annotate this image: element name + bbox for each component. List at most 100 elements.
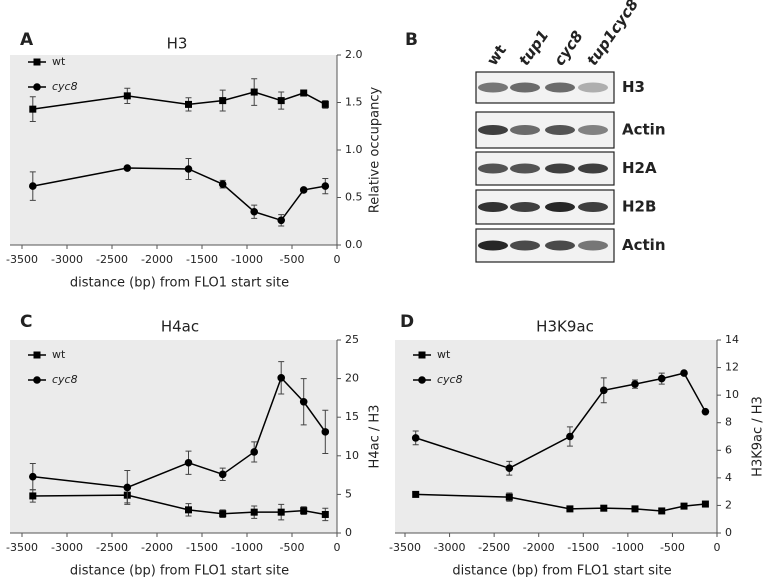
blot-band — [510, 202, 540, 212]
x-tick-label: -3500 — [6, 541, 38, 554]
blot-band — [545, 163, 575, 174]
lane-label: tup1 — [515, 27, 552, 69]
x-tick-label: -2000 — [141, 541, 173, 554]
x-axis-label: distance (bp) from FLO1 start site — [70, 564, 289, 577]
x-tick-label: -3000 — [51, 253, 83, 266]
plot-background — [395, 340, 717, 533]
x-tick-label: -2500 — [478, 541, 510, 554]
lane-label: wt — [483, 41, 510, 69]
x-tick-label: 0 — [334, 253, 341, 266]
x-axis-label: distance (bp) from FLO1 start site — [70, 276, 289, 291]
blot-band — [478, 240, 508, 251]
data-point — [123, 92, 131, 100]
blot-band — [578, 125, 608, 135]
data-point — [250, 88, 258, 96]
x-tick-label: -500 — [280, 253, 305, 266]
x-tick-label: -1500 — [186, 541, 218, 554]
legend-label: cyc8 — [52, 80, 78, 93]
data-point — [250, 508, 258, 516]
series-line — [32, 167, 326, 222]
blot-band — [510, 125, 540, 135]
data-point — [505, 493, 513, 501]
data-point — [300, 89, 308, 97]
y-tick-label: 0.5 — [345, 191, 363, 204]
y-tick-label: 4 — [725, 471, 732, 484]
series-line — [415, 493, 706, 512]
data-point — [701, 407, 710, 416]
data-point — [184, 458, 193, 467]
x-tick-label: -3500 — [389, 541, 421, 554]
data-point — [599, 386, 608, 395]
blot-band — [545, 125, 575, 135]
legend-marker — [418, 351, 426, 359]
x-tick-label: 0 — [714, 541, 721, 554]
panel-label: B — [405, 30, 418, 50]
data-point — [631, 505, 639, 513]
data-point — [411, 434, 420, 442]
x-tick-label: -2500 — [96, 541, 128, 554]
panel-label: D — [400, 312, 414, 332]
data-point — [185, 506, 192, 514]
row-label: H2A — [622, 159, 657, 177]
y-tick-label: 2.0 — [345, 48, 363, 61]
data-point — [218, 470, 227, 479]
data-point — [29, 105, 37, 113]
blot-band — [578, 163, 608, 174]
data-point — [566, 432, 574, 441]
series-line — [32, 376, 326, 489]
data-point — [321, 510, 329, 518]
data-point — [321, 428, 330, 436]
legend-label: wt — [52, 55, 66, 68]
data-point — [566, 505, 574, 513]
data-point — [412, 490, 420, 498]
data-point — [123, 483, 132, 492]
legend-marker — [33, 351, 41, 359]
data-point — [29, 472, 37, 481]
blot-band — [478, 82, 508, 93]
y-tick-label: 2 — [725, 498, 732, 511]
plot-background — [10, 340, 337, 533]
legend-marker — [33, 58, 41, 66]
data-point — [218, 180, 227, 188]
x-tick-label: -2000 — [523, 541, 555, 554]
blot-band — [578, 82, 608, 93]
legend-marker — [418, 376, 426, 384]
x-tick-label: 0 — [334, 541, 341, 554]
y-tick-label: 25 — [345, 333, 359, 346]
data-point — [219, 97, 227, 105]
data-point — [680, 502, 688, 510]
row-label: H2B — [622, 198, 656, 216]
x-tick-label: -1000 — [231, 253, 263, 266]
blot-band — [578, 240, 608, 251]
chart-title: H4ac — [161, 318, 199, 336]
blot-band — [510, 82, 540, 93]
x-tick-label: -500 — [280, 541, 305, 554]
x-tick-label: -2000 — [141, 253, 173, 266]
data-point — [321, 100, 329, 108]
blot-band — [478, 125, 508, 135]
data-point — [184, 165, 193, 173]
data-point — [300, 507, 308, 515]
y-tick-label: 14 — [725, 333, 739, 346]
x-axis-label: distance (bp) from FLO1 start site — [452, 564, 671, 577]
data-point — [680, 369, 688, 377]
y-tick-label: 10 — [345, 449, 359, 462]
y-tick-label: 0 — [725, 526, 732, 539]
data-point — [658, 507, 666, 515]
panel-label: A — [20, 30, 34, 50]
series-line — [415, 372, 707, 470]
x-tick-label: -3000 — [434, 541, 466, 554]
x-tick-label: -500 — [660, 541, 685, 554]
blot-band — [510, 163, 540, 174]
y-tick-label: 6 — [725, 443, 732, 456]
plot-background — [10, 55, 337, 245]
legend-label: cyc8 — [52, 373, 78, 386]
x-tick-label: -1500 — [186, 253, 218, 266]
y-tick-label: 0 — [345, 526, 352, 539]
series-line — [32, 494, 326, 516]
row-label: H3 — [622, 78, 645, 96]
x-tick-label: -1000 — [612, 541, 644, 554]
blot-band — [478, 163, 508, 174]
y-axis-label: H4ac / H3 — [368, 405, 383, 469]
data-point — [631, 380, 639, 388]
